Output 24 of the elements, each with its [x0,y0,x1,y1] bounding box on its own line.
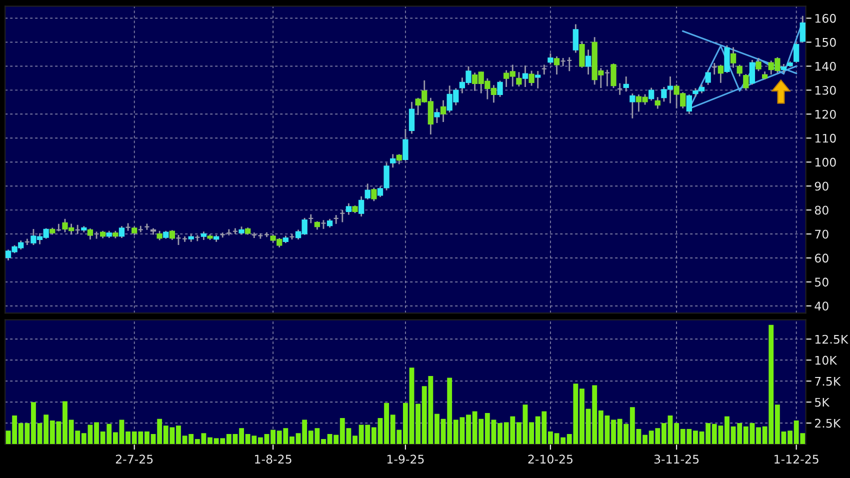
x-tick-label: 2-7-25 [116,454,153,464]
y-tick-label: 2.5K [815,418,841,428]
y-tick-label: 12.5K [815,334,848,344]
x-tick-label: 1-8-25 [255,454,292,464]
y-tick-label: 150 [815,38,836,47]
y-tick-label: 7.5K [815,376,841,386]
y-tick-label: 120 [815,110,836,119]
y-tick-label: 140 [815,62,836,71]
x-tick-label: 1-12-25 [774,454,818,464]
x-tick-label: 2-10-25 [528,454,572,464]
y-tick-label: 70 [815,230,828,239]
y-tick-label: 40 [814,302,828,311]
y-tick-label: 130 [815,86,836,95]
x-tick-label: 3-11-25 [654,454,699,464]
y-tick-label: 10K [815,356,838,365]
y-tick-label: 100 [815,158,836,167]
y-tick-label: 90 [814,182,828,191]
y-tick-label: 110 [815,134,836,143]
y-tick-label: 80 [814,206,828,215]
x-tick-label: 1-9-25 [387,454,424,464]
y-tick-label: 5K [815,398,830,407]
y-tick-label: 50 [815,278,828,287]
y-tick-label: 60 [814,254,828,263]
y-tick-label: 160 [815,14,836,23]
